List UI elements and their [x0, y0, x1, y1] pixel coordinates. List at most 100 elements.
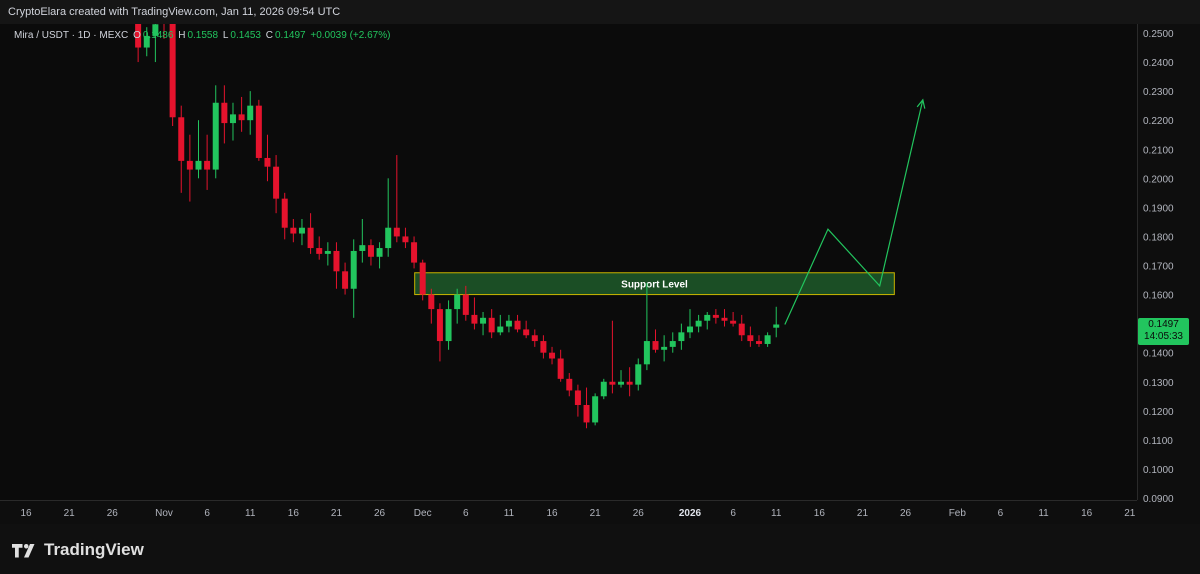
- candle-down: [419, 262, 426, 295]
- candle-up: [445, 309, 452, 342]
- candle-down: [135, 24, 142, 48]
- high-label: H: [178, 30, 186, 41]
- candle-down: [411, 242, 418, 263]
- price-tick-label: 0.2400: [1143, 58, 1174, 69]
- time-tick-label: 26: [900, 508, 912, 519]
- header-bar: CryptoElara created with TradingView.com…: [0, 0, 1200, 24]
- candle-down: [738, 323, 745, 336]
- high-value: 0.1558: [187, 30, 219, 41]
- candle-down: [307, 227, 314, 249]
- last-price-value: 0.1497: [1148, 319, 1179, 330]
- candle-up: [635, 364, 642, 385]
- candle-down: [255, 105, 262, 158]
- time-tick-label: 21: [1124, 508, 1136, 519]
- price-tick-label: 0.1700: [1143, 262, 1174, 273]
- close-value: 0.1497: [275, 30, 306, 41]
- candle-down: [566, 378, 573, 391]
- tradingview-logo[interactable]: TradingView: [10, 540, 144, 560]
- support-zone: [414, 272, 895, 296]
- time-tick-label: 16: [20, 508, 32, 519]
- candle-down: [471, 314, 478, 324]
- time-tick-label: 6: [204, 508, 210, 519]
- candle-down: [436, 309, 443, 342]
- open-value: 0.1486: [142, 30, 174, 41]
- time-tick-label: 6: [730, 508, 736, 519]
- time-tick-label: 21: [857, 508, 869, 519]
- time-tick-label: Dec: [414, 508, 432, 519]
- change-value: +0.0039 (+2.67%): [310, 30, 391, 41]
- symbol-legend: Mira / USDT · 1D · MEXC O 0.1486 H 0.1558 …: [14, 30, 392, 41]
- time-tick-label: 11: [1038, 508, 1049, 519]
- price-scale[interactable]: [1137, 24, 1200, 500]
- candle-up: [678, 332, 685, 342]
- candle-down: [712, 314, 719, 318]
- candle-down: [514, 320, 521, 330]
- chart-area[interactable]: [0, 24, 1200, 500]
- candlestick-chart: 0.2500 0.2400 0.2300 0.2200 0.2100 0.2000 0.19…: [20, 16, 1174, 519]
- time-tick-label: 6: [463, 508, 469, 519]
- price-tick-label: 0.1400: [1143, 349, 1174, 360]
- candle-down: [462, 294, 469, 315]
- candle-up: [195, 160, 202, 170]
- plot-layer: Support Level: [135, 16, 926, 429]
- candle-down: [316, 248, 323, 254]
- low-label: L: [222, 30, 229, 41]
- candle-up: [643, 341, 650, 365]
- candle-down: [333, 250, 340, 272]
- candle-up: [773, 324, 780, 328]
- candle-up: [669, 341, 676, 347]
- time-tick-label: 11: [245, 508, 256, 519]
- projection-arrowhead: [916, 98, 926, 109]
- time-tick-label: Feb: [949, 508, 967, 519]
- price-tick-label: 0.1800: [1143, 232, 1174, 243]
- candle-up: [618, 381, 625, 385]
- time-tick-label: 16: [1081, 508, 1093, 519]
- candle-down: [583, 405, 590, 423]
- attribution-text: CryptoElara created with TradingView.com…: [8, 6, 341, 18]
- candle-down: [290, 227, 297, 234]
- price-tick-label: 0.1600: [1143, 291, 1174, 302]
- candle-down: [747, 335, 754, 342]
- open-label: O: [133, 30, 141, 41]
- candle-up: [229, 114, 236, 124]
- candle-up: [247, 105, 254, 121]
- candle-up: [695, 320, 702, 327]
- candle-down: [342, 271, 349, 289]
- last-price-badge: 0.1497 14:05:33: [1138, 318, 1189, 345]
- candle-down: [281, 198, 288, 228]
- candle-down: [273, 166, 280, 199]
- time-tick-label: 2026: [679, 508, 702, 519]
- candle-down: [652, 341, 659, 350]
- price-tick-label: 0.1900: [1143, 203, 1174, 214]
- candle-up: [764, 335, 771, 344]
- candle-down: [428, 294, 435, 310]
- candle-up: [592, 396, 599, 423]
- time-scale[interactable]: [0, 500, 1137, 525]
- time-tick-label: 11: [771, 508, 782, 519]
- time-tick-label: Nov: [155, 508, 173, 519]
- candle-down: [626, 381, 633, 385]
- candle-up: [359, 245, 366, 251]
- candle-down: [264, 157, 271, 167]
- time-tick-label: 26: [107, 508, 119, 519]
- tradingview-logo-text: TradingView: [44, 540, 144, 559]
- footer: [0, 524, 1200, 574]
- symbol-label: Mira / USDT · 1D · MEXC: [14, 30, 129, 41]
- price-tick-label: 0.0900: [1143, 494, 1174, 505]
- candle-up: [454, 294, 461, 310]
- candle-up: [376, 248, 383, 257]
- candle-up: [505, 320, 512, 327]
- support-zone-label: Support Level: [621, 280, 688, 291]
- price-tick-label: 0.2300: [1143, 87, 1174, 98]
- candle-down: [169, 24, 176, 118]
- price-tick-label: 0.2100: [1143, 145, 1174, 156]
- candle-down: [161, 16, 167, 22]
- candle-down: [221, 102, 228, 124]
- tradingview-logo-icon: [12, 544, 35, 558]
- candle-up: [385, 227, 392, 249]
- price-tick-label: 0.2200: [1143, 116, 1174, 127]
- candle-down: [721, 317, 728, 321]
- time-tick-label: 26: [374, 508, 386, 519]
- price-tick-label: 0.2000: [1143, 174, 1174, 185]
- time-tick-label: 16: [814, 508, 826, 519]
